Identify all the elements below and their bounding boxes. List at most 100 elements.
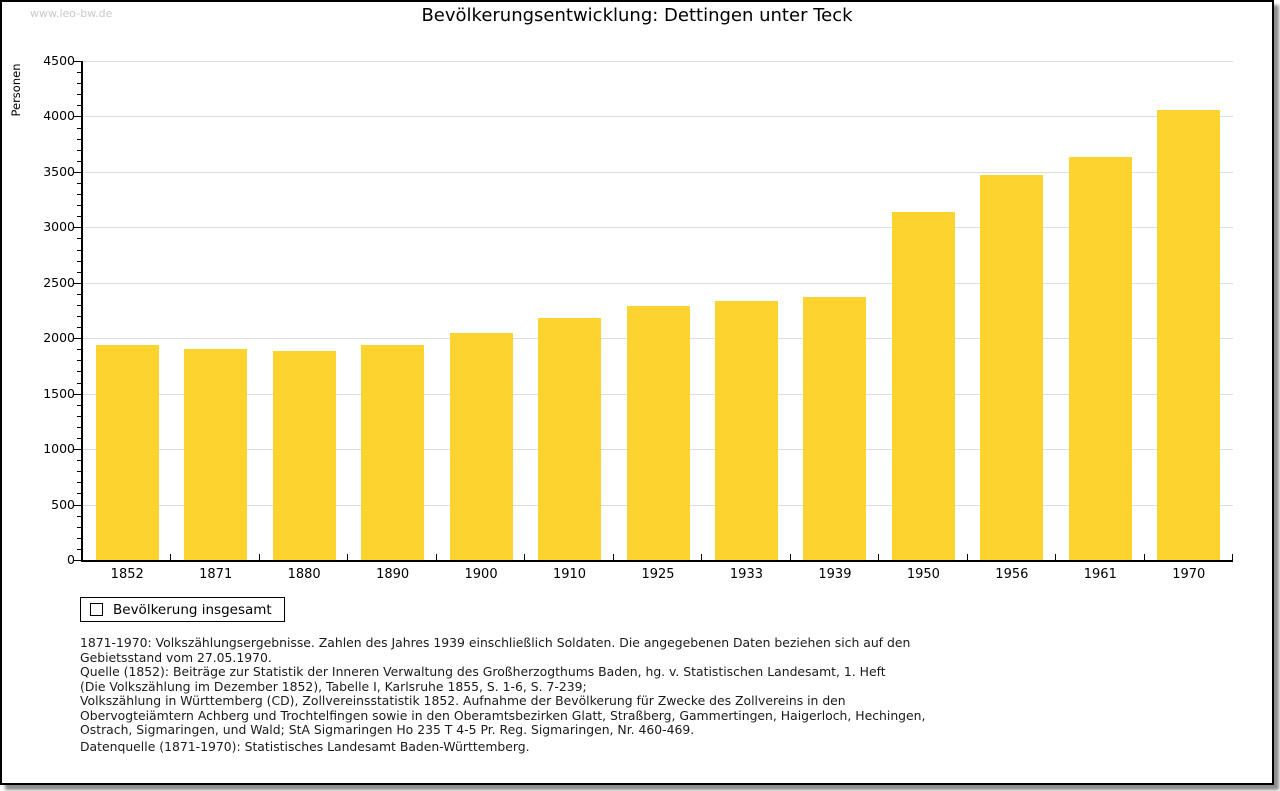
y-minor-tick [77,515,81,517]
y-minor-tick [77,271,81,273]
x-tick-label: 1890 [376,567,410,582]
x-boundary-tick [1143,554,1145,560]
y-minor-tick [77,460,81,462]
y-minor-tick [77,404,81,406]
x-boundary-tick [347,554,349,560]
x-boundary-tick [789,554,791,560]
y-tick-label: 3000 [43,219,75,235]
y-minor-tick [77,316,81,318]
x-boundary-tick [1232,554,1233,560]
y-minor-tick [77,471,81,473]
y-minor-tick [77,438,81,440]
y-minor-tick [77,249,81,251]
y-major-tick [73,116,81,118]
y-minor-tick [77,182,81,184]
y-minor-tick [77,360,81,362]
y-minor-tick [77,382,81,384]
bar-1933 [714,301,778,560]
x-boundary-tick [1055,554,1057,560]
y-minor-tick [77,105,81,107]
plot-area: 0 500 1000 1500 2000 2500 3000 3500 4000 4500 185… [43,53,1233,582]
bar-1950 [891,212,955,560]
x-tick-label: 1956 [995,567,1029,582]
y-major-tick [73,449,81,451]
x-axis-line [81,560,1233,562]
y-minor-tick [77,83,81,85]
x-tick-label: 1939 [818,567,852,582]
y-major-tick [73,227,81,229]
bar-1925 [626,306,690,560]
legend-swatch-icon [90,603,103,616]
y-minor-tick [77,493,81,495]
source-note-line: Volkszählung in Württemberg (CD), Zollve… [80,693,846,709]
x-boundary-tick [524,554,526,560]
gridline [83,116,1233,118]
y-minor-tick [77,426,81,428]
y-minor-tick [77,138,81,140]
source-note-line: Gebietsstand vom 27.05.1970. [80,649,272,665]
gridline [83,171,1233,173]
x-boundary-tick [435,554,437,560]
gridline [83,61,1233,62]
x-tick-label: 1880 [287,567,321,582]
source-notes: 1871-1970: Volkszählungsergebnisse. Zahl… [80,635,1200,738]
y-minor-tick [77,94,81,96]
page-title: Bevölkerungsentwicklung: Dettingen unter… [421,5,853,26]
x-boundary-tick [966,554,968,560]
y-minor-tick [77,482,81,484]
source-note-line: Quelle (1852): Beiträge zur Statistik de… [80,664,886,680]
x-tick-label: 1933 [729,567,763,582]
legend-label: Bevölkerung insgesamt [113,601,272,618]
y-minor-tick [77,548,81,550]
y-minor-tick [77,238,81,240]
y-minor-tick [77,149,81,151]
x-tick-label: 1871 [199,567,233,582]
y-tick-label: 1000 [43,441,75,457]
datasource-note: Datenquelle (1871-1970): Statistisches L… [80,739,530,754]
legend: Bevölkerung insgesamt [80,597,285,622]
y-tick-label: 4500 [43,53,75,68]
y-axis-line [81,61,83,562]
x-boundary-tick [170,554,172,560]
y-minor-tick [77,127,81,129]
x-boundary-tick [878,554,880,560]
bar-1939 [803,297,867,560]
bar-1910 [538,318,602,560]
y-major-tick [73,338,81,340]
y-minor-tick [77,260,81,262]
y-minor-tick [77,304,81,306]
y-minor-tick [77,293,81,295]
bar-1890 [361,344,425,560]
y-minor-tick [77,205,81,207]
y-minor-tick [77,415,81,417]
source-note-line: Ostrach, Sigmaringen, und Wald; StA Sigm… [80,722,695,738]
bar-1852 [95,344,159,560]
x-boundary-tick [701,554,703,560]
y-axis-title: Personen [9,63,23,117]
x-tick-label: 1925 [641,567,675,582]
y-tick-label: 4000 [43,108,75,124]
y-tick-label: 2000 [43,330,75,346]
y-minor-tick [77,216,81,218]
y-major-tick [73,282,81,284]
bar-1880 [272,350,336,560]
x-tick-label: 1852 [110,567,144,582]
y-tick-label: 2500 [43,274,75,290]
y-minor-tick [77,160,81,162]
y-major-tick [73,504,81,506]
x-tick-label: 1950 [906,567,940,582]
y-tick-label: 3500 [43,163,75,179]
bar-1970 [1157,109,1221,560]
y-major-tick [73,560,81,561]
y-tick-label: 0 [67,552,75,567]
y-tick-label: 1500 [43,385,75,401]
y-minor-tick [77,371,81,373]
source-note-line: Obervogteiämtern Achberg und Trochtelfin… [80,707,926,723]
y-major-tick [73,61,81,62]
bar-1900 [449,332,513,560]
x-tick-label: 1961 [1083,567,1117,582]
x-tick-label: 1910 [552,567,587,582]
y-minor-tick [77,194,81,196]
gridline [83,282,1233,284]
